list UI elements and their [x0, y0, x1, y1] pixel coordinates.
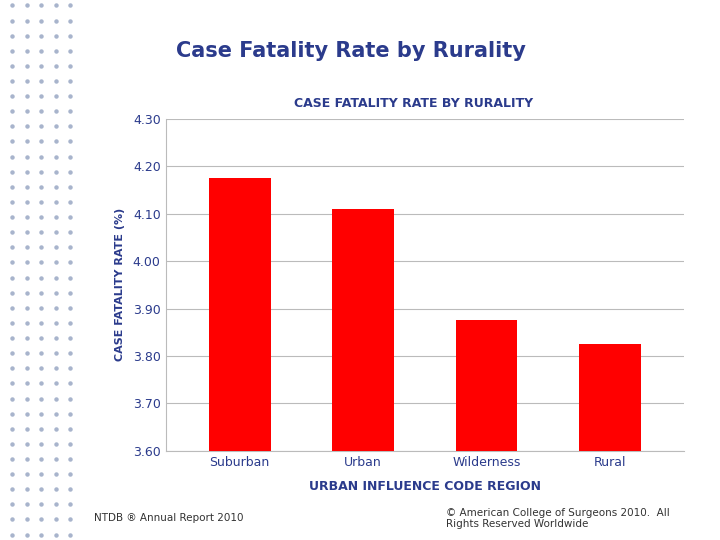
- Bar: [456, 320, 518, 451]
- Text: CASE FATALITY RATE BY RURALITY: CASE FATALITY RATE BY RURALITY: [294, 97, 534, 110]
- Text: Figure
47: Figure 47: [102, 42, 137, 63]
- Y-axis label: CASE FATALITY RATE (%): CASE FATALITY RATE (%): [114, 208, 125, 361]
- Bar: [209, 178, 271, 451]
- Bar: [579, 344, 641, 451]
- Bar: [332, 209, 394, 451]
- Text: Case Fatality Rate by Rurality: Case Fatality Rate by Rurality: [176, 41, 526, 62]
- X-axis label: URBAN INFLUENCE CODE REGION: URBAN INFLUENCE CODE REGION: [309, 480, 541, 493]
- Text: NTDB ® Annual Report 2010: NTDB ® Annual Report 2010: [94, 514, 243, 523]
- Text: © American College of Surgeons 2010.  All
Rights Reserved Worldwide: © American College of Surgeons 2010. All…: [446, 508, 670, 529]
